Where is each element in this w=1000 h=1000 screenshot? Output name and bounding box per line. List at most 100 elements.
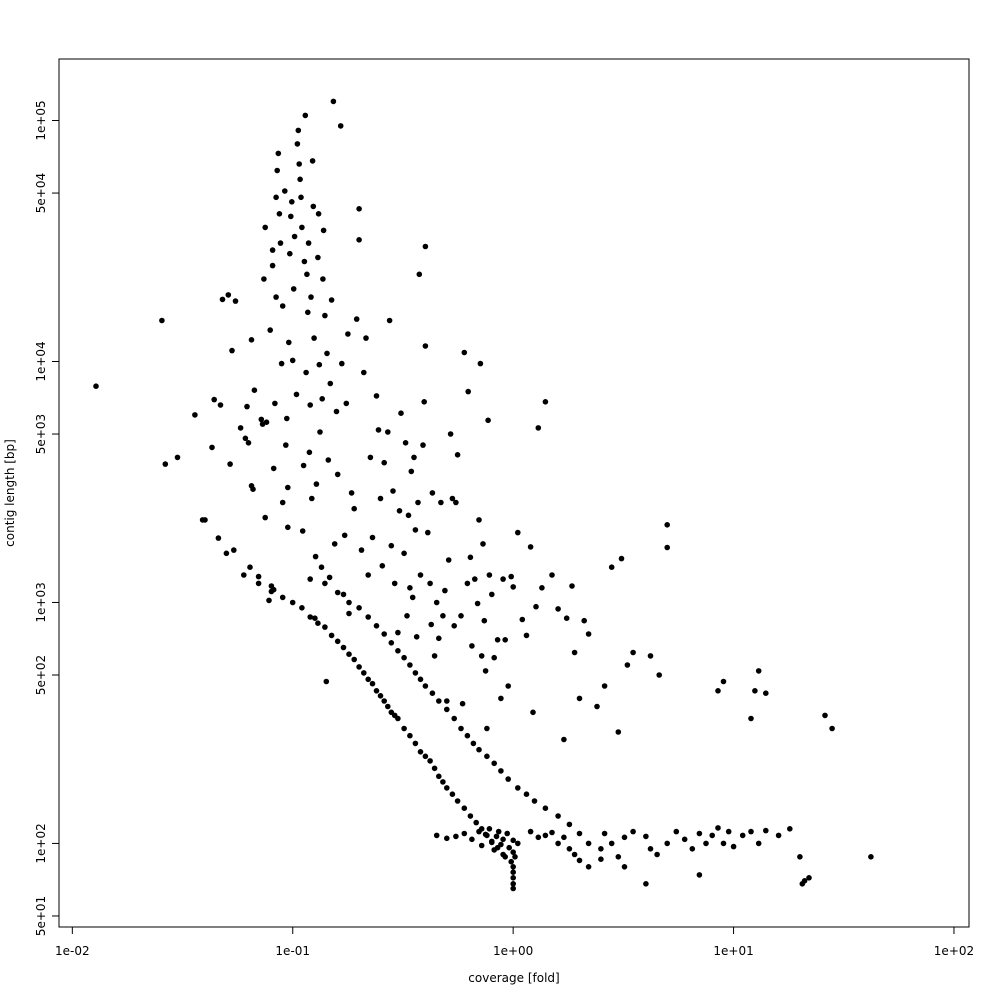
data-point: [478, 842, 485, 849]
data-point: [319, 396, 326, 402]
data-point: [531, 798, 538, 804]
data-point: [563, 615, 570, 621]
data-point: [494, 637, 501, 643]
data-point: [286, 339, 292, 346]
data-point: [469, 836, 475, 843]
data-point: [510, 869, 516, 875]
data-point: [868, 854, 874, 860]
data-point: [227, 461, 233, 467]
data-point: [266, 597, 272, 604]
data-point: [255, 573, 262, 580]
data-point: [431, 765, 438, 772]
data-point: [269, 262, 276, 269]
data-point: [422, 683, 429, 689]
data-point: [334, 589, 341, 596]
data-point: [484, 725, 490, 732]
data-point: [395, 715, 401, 722]
data-point: [500, 576, 506, 582]
data-point: [664, 544, 670, 551]
data-point: [373, 688, 380, 694]
data-point: [404, 613, 410, 619]
data-point: [232, 298, 239, 304]
data-point: [283, 442, 289, 448]
data-point: [248, 337, 255, 343]
data-point: [407, 732, 413, 739]
data-point: [477, 360, 484, 367]
data-point: [334, 471, 341, 478]
data-point: [449, 495, 456, 502]
data-point: [291, 233, 298, 240]
data-point: [263, 419, 270, 426]
data-point: [576, 857, 583, 864]
data-point: [340, 644, 347, 651]
data-point: [703, 840, 709, 847]
data-point: [174, 454, 181, 461]
data-point: [339, 360, 345, 367]
data-point: [508, 858, 514, 865]
data-point: [305, 309, 311, 316]
data-point: [369, 680, 376, 687]
data-point: [489, 839, 495, 846]
data-point: [285, 484, 291, 491]
data-point: [530, 709, 536, 716]
data-point: [262, 224, 269, 231]
data-point: [421, 399, 428, 405]
data-point: [340, 591, 347, 598]
data-point: [337, 123, 344, 129]
data-point: [500, 836, 506, 843]
data-point: [510, 881, 516, 887]
data-point: [498, 841, 504, 848]
data-point: [245, 440, 252, 446]
data-point: [535, 425, 542, 431]
data-point: [436, 635, 442, 642]
data-point: [377, 495, 384, 502]
data-point: [523, 791, 530, 797]
data-point: [385, 703, 391, 710]
data-point: [601, 683, 608, 689]
data-point: [307, 576, 314, 582]
data-point: [369, 534, 376, 541]
data-point: [486, 572, 493, 578]
data-point: [261, 276, 267, 282]
data-point: [473, 819, 480, 826]
data-point: [225, 292, 232, 298]
data-point: [433, 599, 440, 606]
data-point: [307, 402, 314, 408]
data-point: [797, 854, 803, 860]
data-point: [549, 829, 555, 836]
data-point: [476, 828, 482, 835]
data-point: [353, 316, 360, 322]
data-point: [305, 240, 312, 246]
data-point: [269, 247, 276, 253]
data-point: [491, 760, 498, 767]
data-point: [787, 826, 793, 832]
data-point: [467, 554, 474, 561]
data-point: [356, 206, 362, 212]
data-point: [598, 856, 604, 862]
data-point: [618, 555, 625, 562]
data-point: [491, 847, 498, 853]
data-point: [453, 499, 459, 506]
data-point: [231, 547, 237, 553]
data-point: [576, 695, 583, 702]
data-point: [348, 490, 355, 496]
data-point: [458, 613, 464, 619]
data-point: [315, 620, 321, 626]
data-point: [381, 631, 388, 637]
data-point: [373, 393, 380, 399]
y-tick-label: 1e+03: [34, 582, 48, 622]
data-point: [664, 522, 670, 528]
data-point: [211, 396, 217, 403]
data-point: [289, 199, 295, 205]
data-point: [444, 706, 450, 713]
data-point: [277, 240, 284, 246]
y-tick-label: 1e+04: [34, 341, 48, 381]
data-point: [444, 698, 450, 704]
data-point: [519, 616, 526, 623]
data-point: [459, 700, 466, 707]
data-point: [681, 836, 688, 843]
data-point: [322, 624, 328, 630]
data-point: [396, 508, 403, 514]
data-point: [469, 643, 475, 649]
data-point: [377, 693, 384, 699]
